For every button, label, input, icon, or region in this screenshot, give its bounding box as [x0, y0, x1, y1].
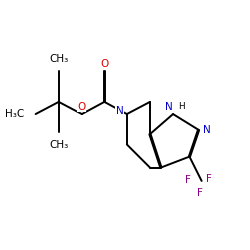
- Text: F: F: [198, 188, 203, 198]
- Text: N: N: [203, 125, 211, 135]
- Text: F: F: [185, 175, 191, 185]
- Text: F: F: [206, 174, 212, 184]
- Text: O: O: [100, 59, 108, 69]
- Text: CH₃: CH₃: [49, 140, 68, 150]
- Text: H: H: [178, 102, 184, 111]
- Text: H₃C: H₃C: [6, 109, 25, 119]
- Text: CH₃: CH₃: [49, 54, 68, 64]
- Text: N: N: [165, 102, 173, 112]
- Text: O: O: [78, 102, 86, 112]
- Text: N: N: [116, 106, 124, 116]
